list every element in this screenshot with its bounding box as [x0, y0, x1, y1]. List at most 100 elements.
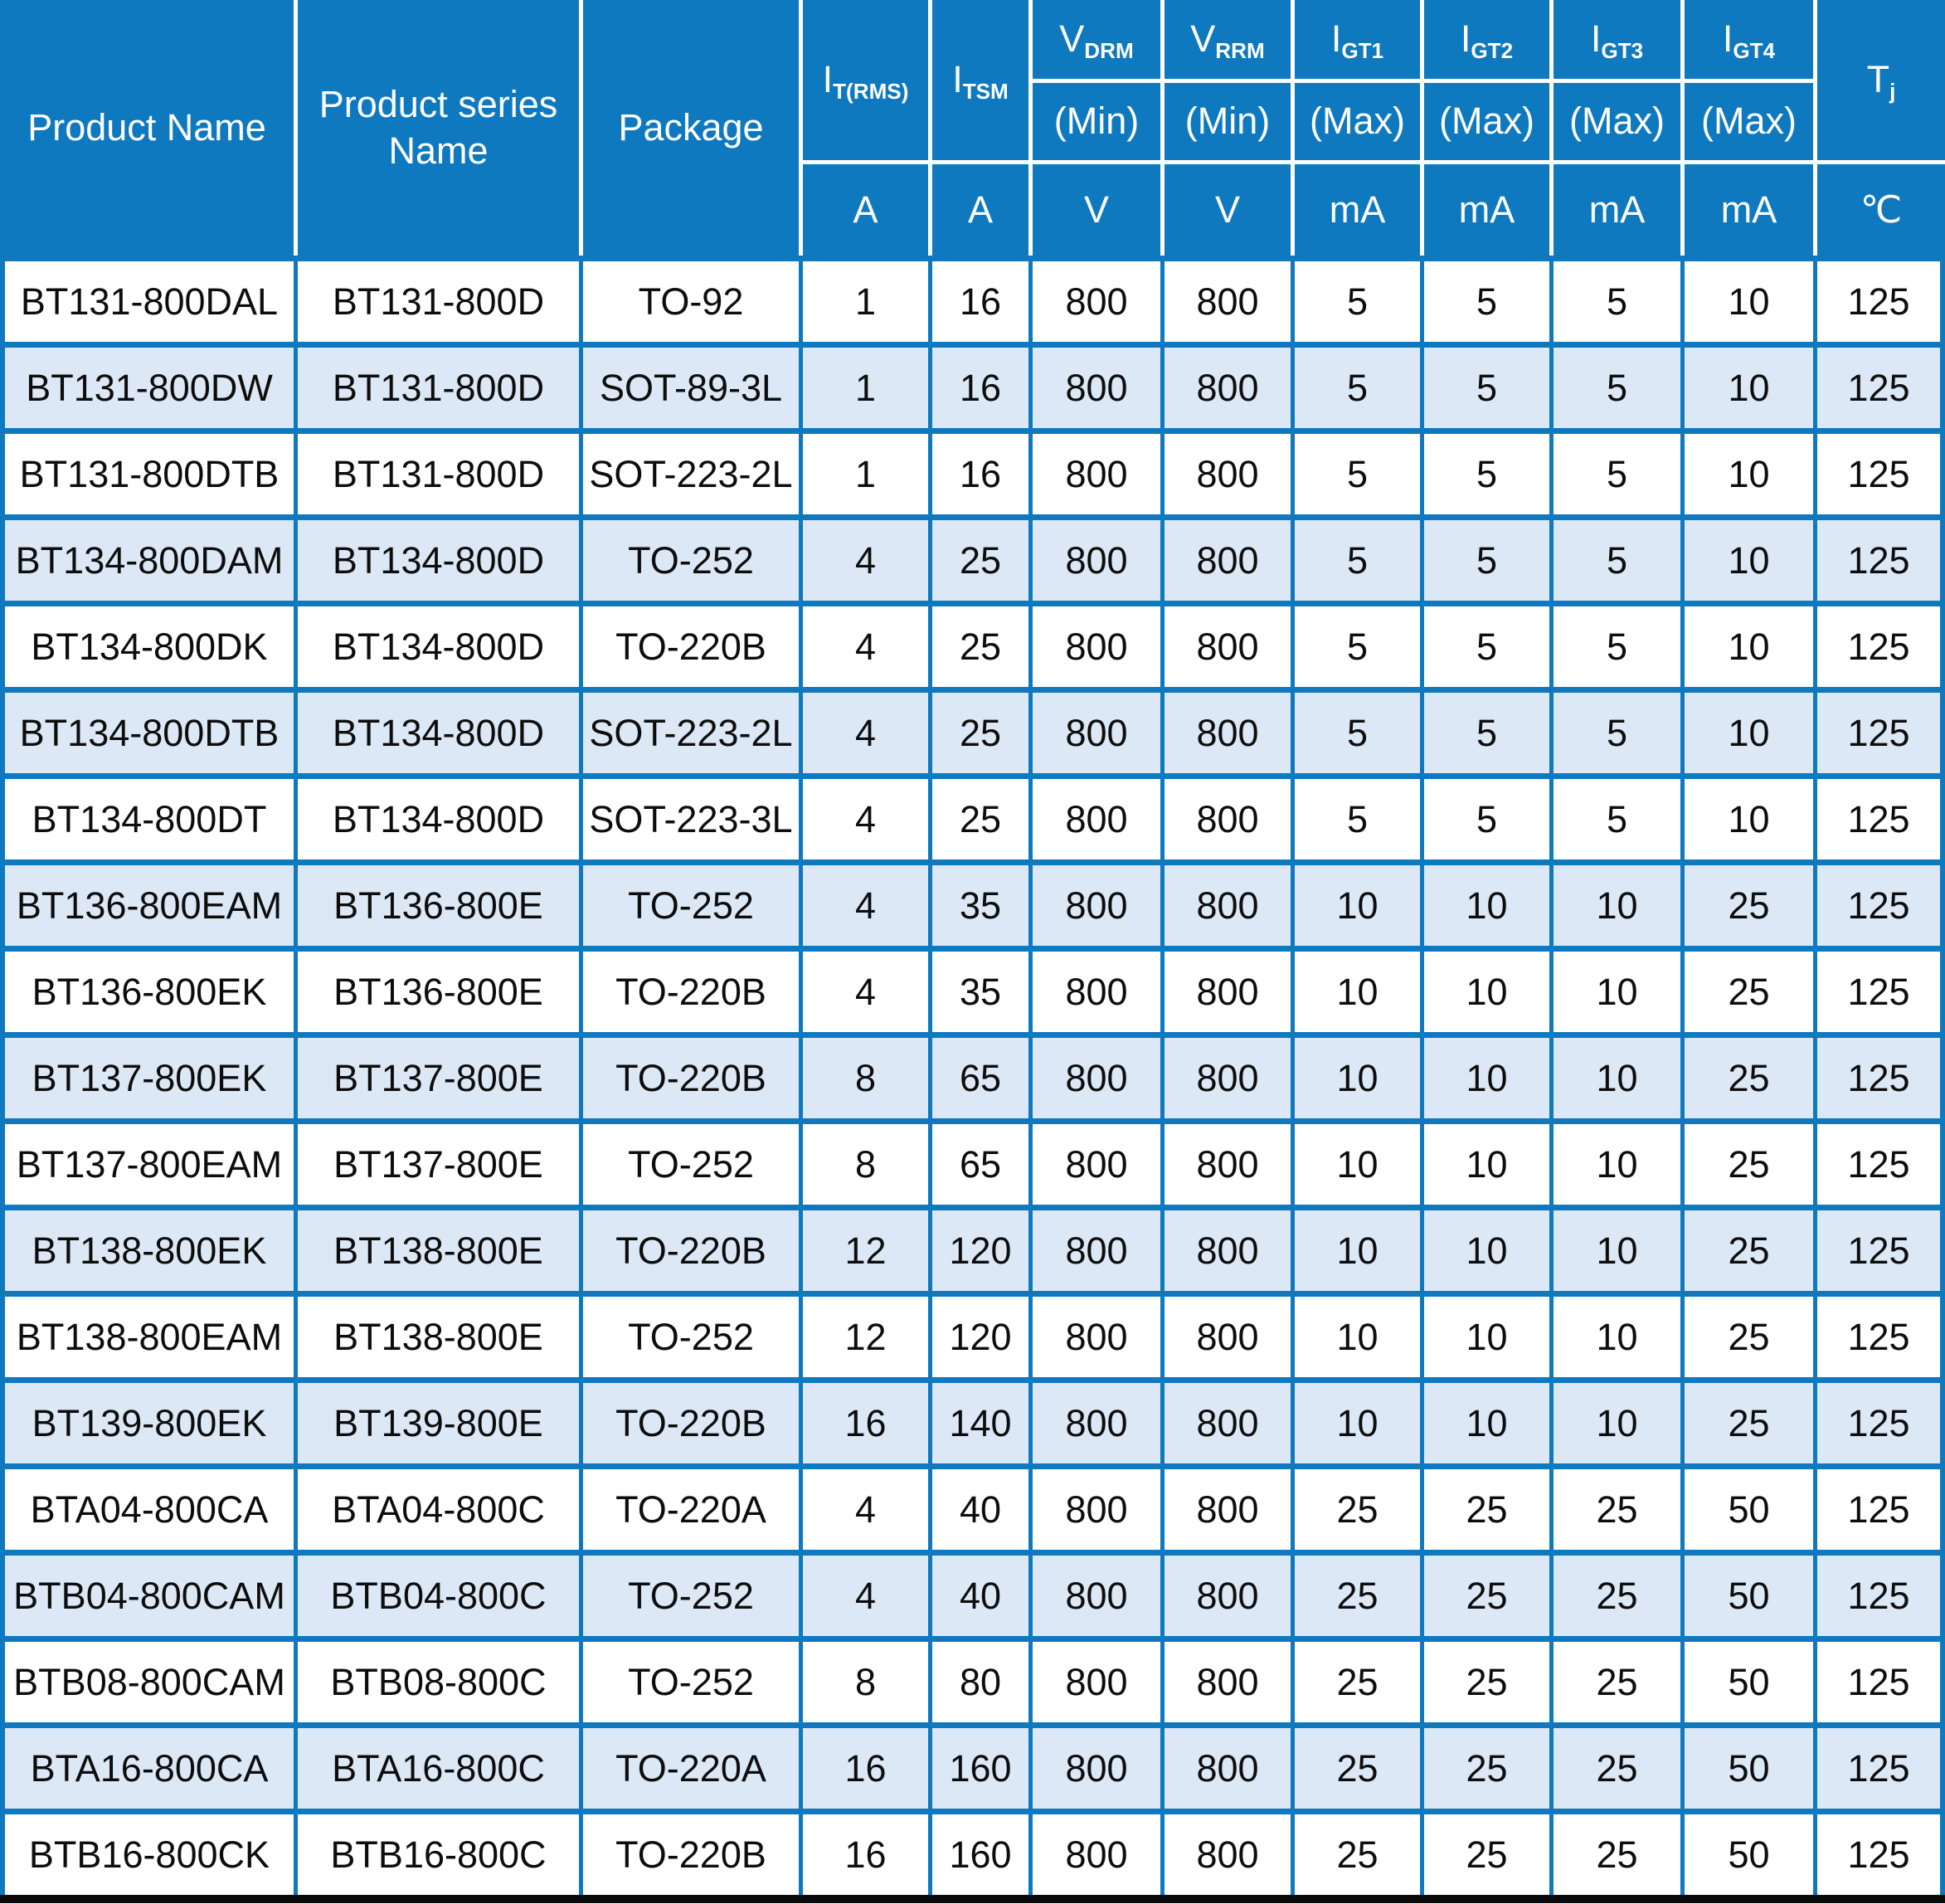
cell-it-rms: 4: [803, 859, 932, 946]
cell-product-name: BT134-800DAM: [0, 514, 298, 601]
table-row: BT134-800DK BT134-800D TO-220B 4 25 800 …: [0, 601, 1945, 687]
cell-tj: 125: [1817, 946, 1945, 1032]
symbol-letter: V: [1059, 17, 1085, 61]
cell-product-name: BT131-800DTB: [0, 428, 298, 514]
table-row: BTA04-800CA BTA04-800C TO-220A 4 40 800 …: [0, 1463, 1945, 1550]
col-header-igt4: IGT4: [1685, 0, 1817, 83]
table-row: BT134-800DTB BT134-800D SOT-223-2L 4 25 …: [0, 687, 1945, 773]
symbol-letter: V: [1190, 17, 1216, 61]
symbol-subscript: j: [1889, 79, 1896, 105]
cell-igt1: 25: [1295, 1636, 1424, 1722]
symbol-letter: I: [1722, 17, 1733, 61]
cell-product-name: BTB04-800CAM: [0, 1550, 298, 1636]
cell-vdrm: 800: [1033, 342, 1165, 428]
symbol-letter: I: [1460, 17, 1471, 61]
cell-vdrm: 800: [1033, 1205, 1165, 1291]
qualifier-cell-igt3: (Max): [1554, 83, 1685, 164]
unit-cell-igt1: mA: [1295, 164, 1424, 256]
cell-igt4: 25: [1685, 1032, 1817, 1118]
cell-package: TO-252: [583, 859, 803, 946]
col-header-igt3: IGT3: [1554, 0, 1685, 83]
cell-product-series-name: BT131-800D: [298, 256, 583, 342]
cell-product-series-name: BT137-800E: [298, 1118, 583, 1205]
qualifier-cell-vrrm: (Min): [1165, 83, 1295, 164]
table-row: BT136-800EAM BT136-800E TO-252 4 35 800 …: [0, 859, 1945, 946]
cell-itsm: 40: [932, 1463, 1033, 1550]
cell-vrrm: 800: [1165, 859, 1295, 946]
cell-vdrm: 800: [1033, 946, 1165, 1032]
cell-itsm: 35: [932, 946, 1033, 1032]
cell-it-rms: 4: [803, 601, 932, 687]
cell-itsm: 16: [932, 428, 1033, 514]
cell-itsm: 65: [932, 1032, 1033, 1118]
cell-package: SOT-89-3L: [583, 342, 803, 428]
cell-vdrm: 800: [1033, 256, 1165, 342]
cell-tj: 125: [1817, 1118, 1945, 1205]
cell-tj: 125: [1817, 859, 1945, 946]
cell-product-series-name: BT136-800E: [298, 859, 583, 946]
table-row: BTB16-800CK BTB16-800C TO-220B 16 160 80…: [0, 1809, 1945, 1895]
symbol-subscript: RRM: [1215, 38, 1265, 64]
cell-vdrm: 800: [1033, 1636, 1165, 1722]
cell-igt3: 5: [1554, 428, 1685, 514]
cell-igt2: 5: [1424, 428, 1554, 514]
cell-igt3: 10: [1554, 1118, 1685, 1205]
cell-package: TO-220B: [583, 1809, 803, 1895]
symbol-letter: I: [822, 58, 834, 101]
cell-product-name: BT139-800EK: [0, 1377, 298, 1463]
cell-igt2: 25: [1424, 1463, 1554, 1550]
cell-product-series-name: BTB08-800C: [298, 1636, 583, 1722]
cell-it-rms: 16: [803, 1377, 932, 1463]
symbol-subscript: T(RMS): [833, 79, 909, 105]
table-row: BT138-800EAM BT138-800E TO-252 12 120 80…: [0, 1291, 1945, 1377]
cell-igt4: 25: [1685, 946, 1817, 1032]
cell-vrrm: 800: [1165, 1722, 1295, 1809]
cell-product-name: BT137-800EK: [0, 1032, 298, 1118]
cell-itsm: 160: [932, 1809, 1033, 1895]
cell-igt4: 50: [1685, 1463, 1817, 1550]
cell-igt1: 25: [1295, 1809, 1424, 1895]
cell-product-name: BT138-800EAM: [0, 1291, 298, 1377]
cell-package: TO-220A: [583, 1722, 803, 1809]
cell-igt2: 10: [1424, 946, 1554, 1032]
cell-vdrm: 800: [1033, 773, 1165, 859]
cell-vrrm: 800: [1165, 1291, 1295, 1377]
cell-vrrm: 800: [1165, 687, 1295, 773]
unit-cell-itsm: A: [932, 164, 1033, 256]
cell-igt1: 25: [1295, 1463, 1424, 1550]
cell-igt4: 25: [1685, 1205, 1817, 1291]
symbol-subscript: GT3: [1601, 38, 1644, 64]
symbol-letter: I: [1590, 17, 1602, 61]
table-row: BTB04-800CAM BTB04-800C TO-252 4 40 800 …: [0, 1550, 1945, 1636]
cell-itsm: 40: [932, 1550, 1033, 1636]
col-header-vdrm: VDRM: [1033, 0, 1165, 83]
col-header-igt1: IGT1: [1295, 0, 1424, 83]
cell-vdrm: 800: [1033, 687, 1165, 773]
cell-itsm: 16: [932, 256, 1033, 342]
cell-igt2: 5: [1424, 514, 1554, 601]
cell-vdrm: 800: [1033, 859, 1165, 946]
cell-igt1: 5: [1295, 773, 1424, 859]
cell-it-rms: 16: [803, 1809, 932, 1895]
cell-igt2: 5: [1424, 601, 1554, 687]
cell-igt1: 5: [1295, 687, 1424, 773]
unit-cell-igt4: mA: [1685, 164, 1817, 256]
cell-vrrm: 800: [1165, 428, 1295, 514]
cell-product-series-name: BT137-800E: [298, 1032, 583, 1118]
cell-itsm: 35: [932, 859, 1033, 946]
cell-package: TO-252: [583, 1636, 803, 1722]
cell-product-series-name: BT139-800E: [298, 1377, 583, 1463]
cell-igt2: 10: [1424, 1377, 1554, 1463]
col-header-igt2: IGT2: [1424, 0, 1554, 83]
cell-igt1: 5: [1295, 428, 1424, 514]
cell-tj: 125: [1817, 1032, 1945, 1118]
cell-itsm: 120: [932, 1205, 1033, 1291]
cell-package: TO-220B: [583, 1032, 803, 1118]
table-row: BT134-800DT BT134-800D SOT-223-3L 4 25 8…: [0, 773, 1945, 859]
cell-igt3: 5: [1554, 773, 1685, 859]
cell-igt4: 10: [1685, 687, 1817, 773]
cell-package: SOT-223-3L: [583, 773, 803, 859]
cell-it-rms: 12: [803, 1205, 932, 1291]
cell-product-series-name: BT138-800E: [298, 1205, 583, 1291]
